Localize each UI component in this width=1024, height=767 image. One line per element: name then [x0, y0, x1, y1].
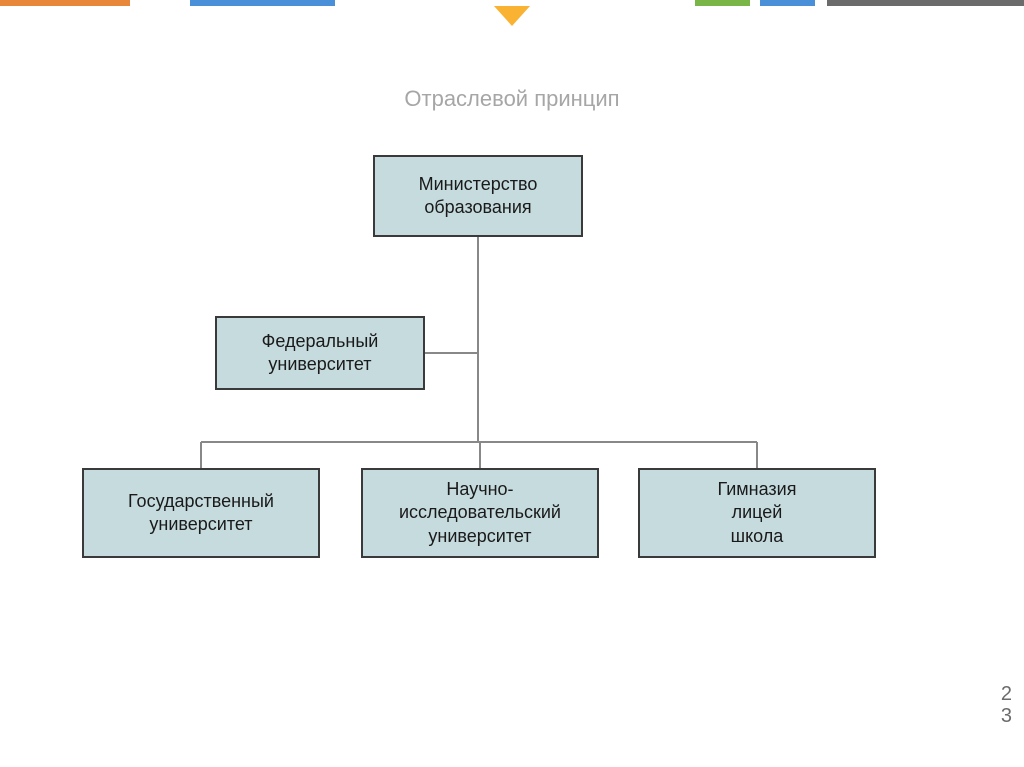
- connector-line: [479, 442, 481, 468]
- connector-line: [425, 352, 478, 354]
- connector-line: [756, 442, 758, 468]
- connector-line: [477, 237, 479, 442]
- org-chart: Министерство образования Федеральный унив…: [0, 0, 1024, 767]
- org-node-research: Научно- исследовательский университет: [361, 468, 599, 558]
- connector-line: [200, 442, 202, 468]
- page-number: 2 3: [1001, 683, 1012, 727]
- org-node-root: Министерство образования: [373, 155, 583, 237]
- org-node-schools: Гимназия лицей школа: [638, 468, 876, 558]
- org-node-federal: Федеральный университет: [215, 316, 425, 390]
- org-node-state: Государственный университет: [82, 468, 320, 558]
